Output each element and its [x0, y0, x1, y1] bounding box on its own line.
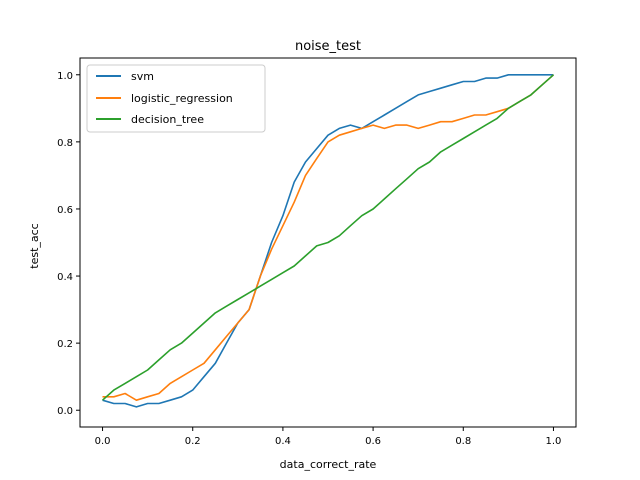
legend-label-logistic-regression: logistic_regression: [131, 92, 233, 105]
x-tick-label: 0.4: [275, 436, 291, 447]
x-tick-label: 1.0: [546, 436, 562, 447]
y-tick-label: 0.4: [57, 272, 73, 283]
chart-title: noise_test: [295, 39, 361, 54]
y-tick-label: 1.0: [57, 71, 73, 82]
plot-frame: [79, 57, 577, 428]
series-line-decision-tree: [101, 74, 555, 401]
series-line-svm: [102, 74, 554, 408]
y-tick-label: 0.2: [57, 339, 73, 350]
series-line-logistic-regression: [102, 74, 555, 402]
y-tick-label: 0.8: [57, 138, 73, 149]
y-axis-ticks: 0.0 0.2 0.4 0.6 0.8 1.0: [57, 71, 80, 417]
x-tick-label: 0.8: [455, 436, 471, 447]
legend-label-decision-tree: decision_tree: [131, 113, 204, 126]
legend: svm logistic_regression decision_tree: [86, 64, 266, 133]
x-tick-label: 0.2: [185, 436, 201, 447]
x-tick-label: 0.6: [365, 436, 381, 447]
x-axis-ticks: 0.0 0.2 0.4 0.6 0.8 1.0: [95, 427, 562, 447]
series-layer: [101, 74, 555, 408]
x-axis-label: data_correct_rate: [280, 458, 377, 471]
x-tick-label: 0.0: [95, 436, 111, 447]
y-tick-label: 0.0: [57, 406, 73, 417]
legend-label-svm: svm: [131, 70, 154, 83]
y-axis-label: test_acc: [28, 223, 41, 268]
legend-box: [86, 64, 266, 133]
y-tick-label: 0.6: [57, 205, 73, 216]
